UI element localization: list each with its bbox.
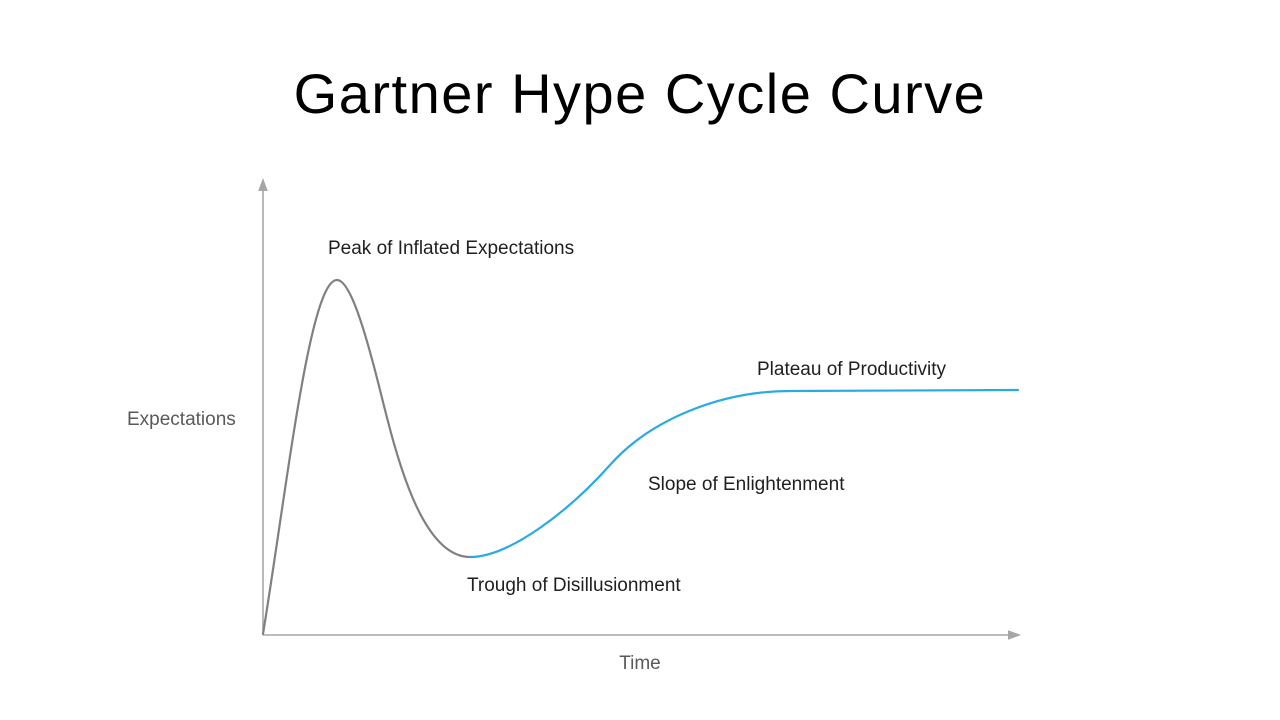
x-axis-title: Time (619, 653, 661, 674)
peak-of-inflated-expectations-label: Peak of Inflated Expectations (328, 238, 575, 259)
recovery-curve-blue-segment (468, 388, 1020, 559)
page-title: Gartner Hype Cycle Curve (293, 62, 987, 125)
trough-of-disillusionment-label: Trough of Disillusionment (467, 575, 681, 596)
x-axis-arrowhead-icon (1008, 630, 1021, 640)
plateau-of-productivity-label: Plateau of Productivity (757, 359, 947, 380)
hype-curve-gray-segment (261, 278, 472, 636)
slope-of-enlightenment-label: Slope of Enlightenment (648, 474, 845, 495)
y-axis-arrowhead-icon (258, 178, 268, 191)
y-axis-title: Expectations (127, 409, 236, 430)
